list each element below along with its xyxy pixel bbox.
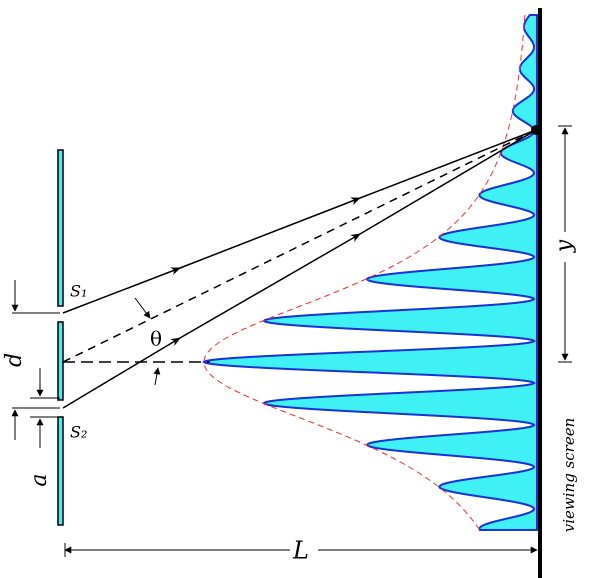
label-theta: θ (150, 327, 162, 351)
label-s2: S₂ (70, 423, 87, 442)
label-screen: viewing screen (560, 418, 578, 533)
rays (11, 125, 572, 557)
interference-pattern (201, 14, 538, 531)
label-s1: S₁ (70, 282, 87, 301)
point (531, 125, 541, 135)
label-a: a (27, 473, 52, 486)
label-L: L (292, 537, 309, 565)
envelope (203, 14, 526, 531)
barrier (57, 149, 64, 526)
label-y: y (552, 239, 577, 253)
label-d: d (2, 353, 27, 367)
